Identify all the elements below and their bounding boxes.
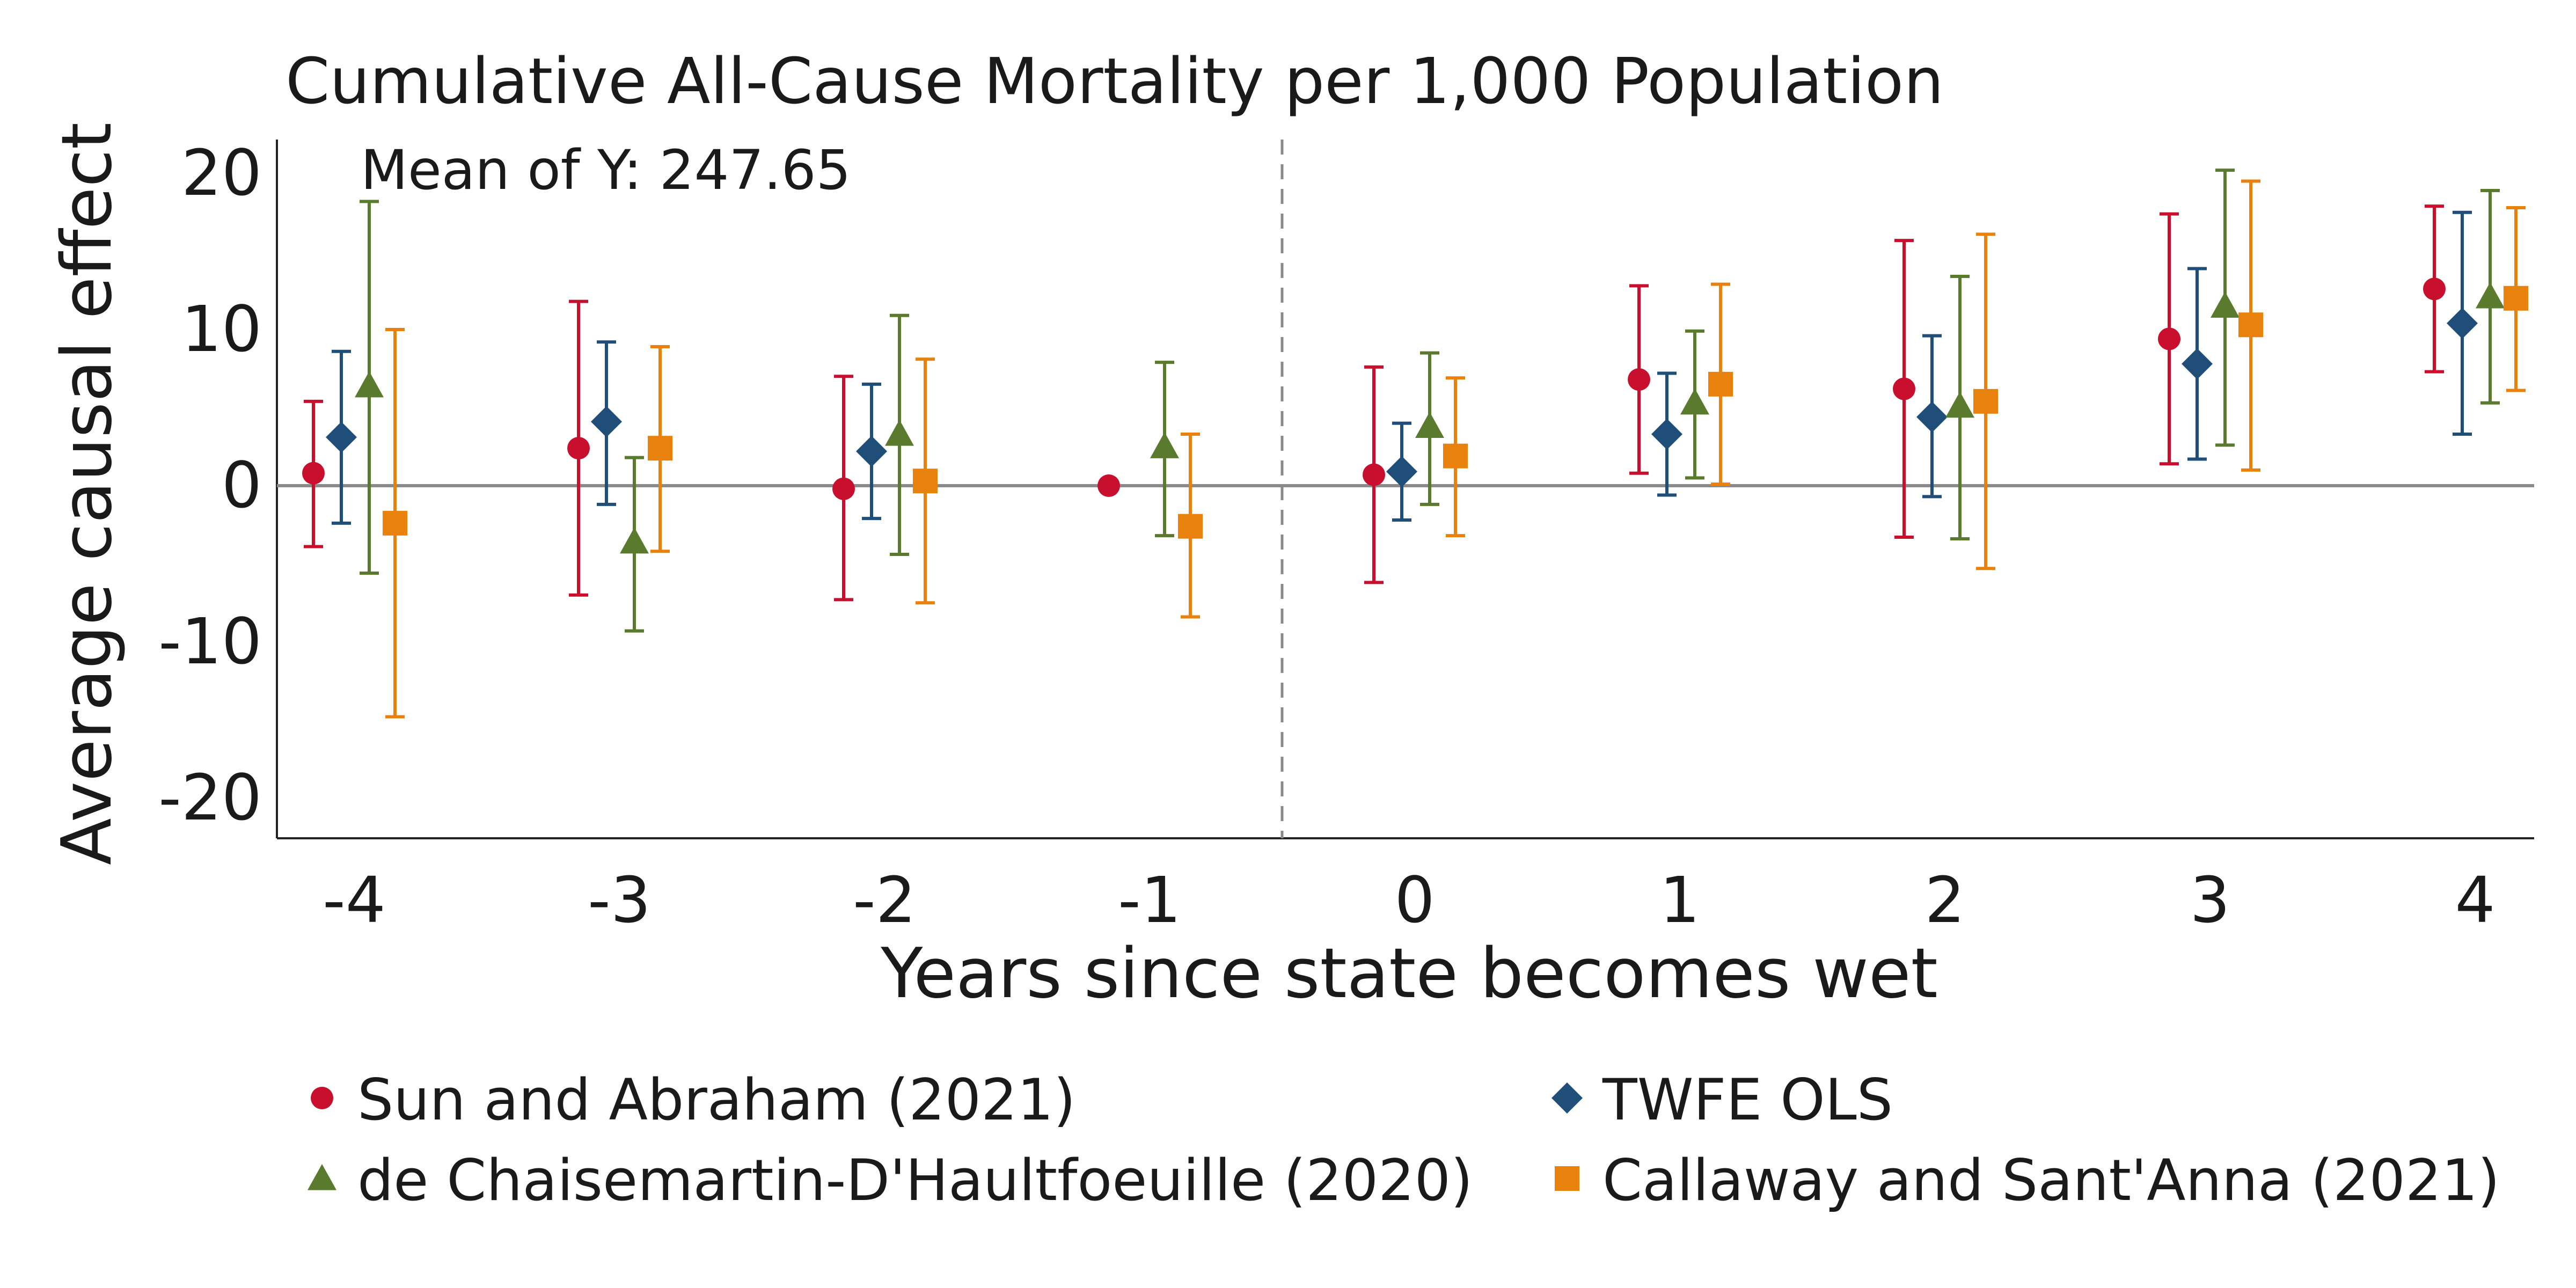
point-estimate <box>2504 286 2528 311</box>
point-estimate <box>832 477 855 500</box>
point-estimate <box>1415 412 1444 438</box>
point-estimate <box>1628 368 1650 391</box>
x-axis-label: Years since state becomes wet <box>880 934 1938 1014</box>
point-estimate <box>1973 389 1998 414</box>
point-estimate <box>2211 291 2240 318</box>
x-tick-label: 2 <box>1924 863 1965 937</box>
legend-marker <box>1555 1166 1579 1191</box>
point-estimate <box>302 462 325 485</box>
y-tick-label: 20 <box>181 136 262 210</box>
legend-item: TWFE OLS <box>1552 1067 1893 1133</box>
point-estimate <box>591 406 622 437</box>
legend-label: Callaway and Sant'Anna (2021) <box>1602 1147 2500 1213</box>
point-estimate <box>2476 282 2505 309</box>
point-estimate <box>2447 308 2478 339</box>
legend-marker <box>1552 1082 1583 1114</box>
point-estimate <box>326 421 357 453</box>
series-triangle <box>355 169 2505 633</box>
point-estimate <box>355 371 384 398</box>
x-tick-label: -1 <box>1118 863 1181 937</box>
point-estimate <box>1916 401 1948 433</box>
y-tick-label: -10 <box>158 604 262 678</box>
point-estimate <box>620 527 649 554</box>
point-estimate <box>1945 391 1974 418</box>
chart-title: Cumulative All-Cause Mortality per 1,000… <box>286 44 1944 118</box>
point-estimate <box>567 437 590 460</box>
mean-of-y-annotation: Mean of Y: 247.65 <box>361 138 851 202</box>
point-estimate <box>2238 312 2263 338</box>
point-estimate <box>648 436 672 461</box>
legend-item: Sun and Abraham (2021) <box>311 1067 1075 1133</box>
point-estimate <box>1651 418 1682 450</box>
legend-marker <box>308 1164 336 1190</box>
point-estimate <box>1680 388 1709 415</box>
legend-marker <box>311 1087 333 1109</box>
point-estimate <box>2182 348 2213 380</box>
point-estimate <box>1443 443 1468 469</box>
point-estimate <box>913 469 938 494</box>
point-estimate <box>1708 371 1733 397</box>
point-estimate <box>885 419 914 446</box>
legend-label: Sun and Abraham (2021) <box>357 1067 1075 1133</box>
y-tick-label: -20 <box>158 760 262 835</box>
legend-label: de Chaisemartin-D'Haultfoeuille (2020) <box>357 1147 1473 1213</box>
x-tick-label: 0 <box>1394 863 1435 937</box>
point-estimate <box>856 435 887 467</box>
series-diamond <box>326 210 2478 525</box>
legend-item: Callaway and Sant'Anna (2021) <box>1555 1147 2500 1213</box>
point-estimate <box>1150 432 1179 458</box>
x-tick-label: 3 <box>2190 863 2230 937</box>
point-estimate <box>1893 377 1915 400</box>
legend-item: de Chaisemartin-D'Haultfoeuille (2020) <box>308 1147 1473 1213</box>
legend-label: TWFE OLS <box>1602 1067 1893 1133</box>
point-estimate <box>1363 463 1385 486</box>
point-estimate <box>2423 277 2446 301</box>
point-estimate <box>1178 514 1203 539</box>
x-tick-label: -2 <box>853 863 916 937</box>
legend: Sun and Abraham (2021) TWFE OLS de Chaisem… <box>308 1067 2500 1213</box>
point-estimate <box>1386 456 1417 487</box>
x-tick-label: -3 <box>588 863 651 937</box>
y-tick-label: 10 <box>181 292 262 366</box>
point-estimate <box>383 510 407 536</box>
point-estimate <box>2158 327 2180 350</box>
y-axis-label: Average causal effect <box>47 122 127 865</box>
x-tick-label: 4 <box>2455 863 2495 937</box>
y-tick-label: 0 <box>222 448 262 522</box>
series-circle <box>302 204 2446 602</box>
x-tick-label: 1 <box>1659 863 1700 937</box>
x-tick-label: -4 <box>323 863 386 937</box>
point-estimate <box>1097 474 1120 497</box>
series-square <box>383 179 2528 719</box>
